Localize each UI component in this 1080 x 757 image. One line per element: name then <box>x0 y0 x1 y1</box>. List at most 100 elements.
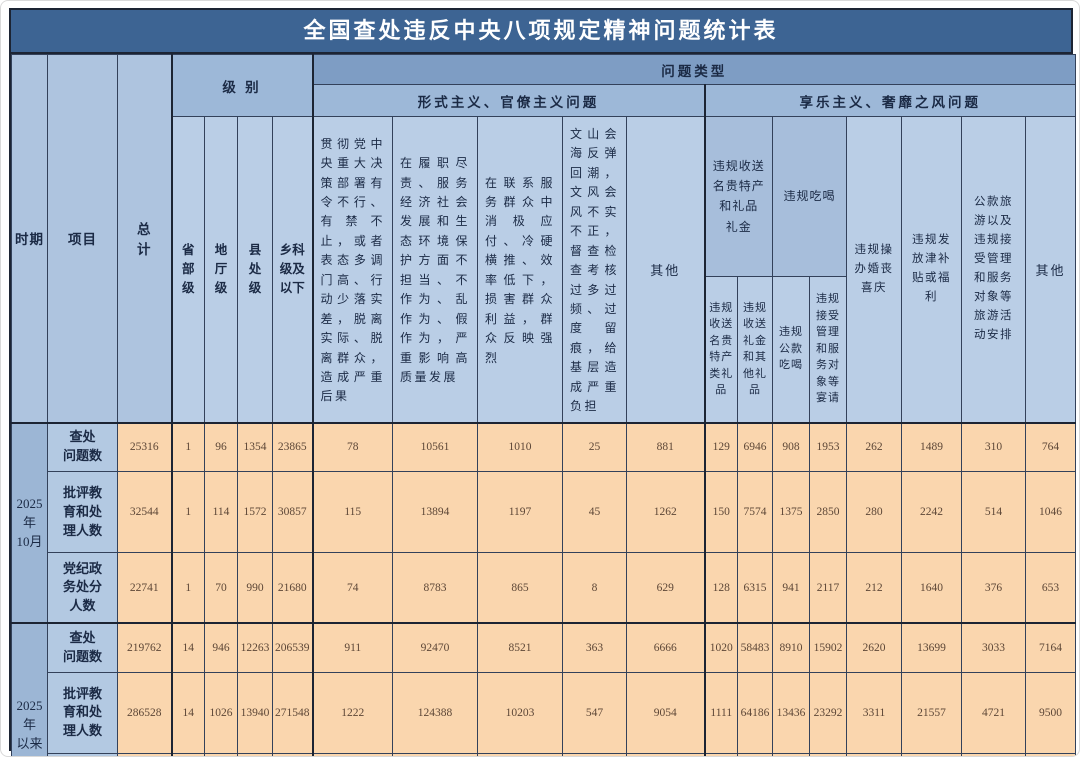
data-cell: 96 <box>204 421 238 472</box>
data-cell: 6022 <box>1025 753 1076 756</box>
data-cell: 64186 <box>737 671 773 755</box>
col-group-level: 级 别 <box>170 54 313 117</box>
data-cell: 941 <box>772 552 810 624</box>
data-cell: 752 <box>204 753 238 756</box>
col-group-dining: 违规吃喝 <box>772 116 847 277</box>
data-cell: 4721 <box>961 671 1026 755</box>
data-cell: 21557 <box>901 671 962 755</box>
data-cell: 1010 <box>477 421 563 472</box>
data-cell: 1375 <box>772 470 810 554</box>
data-cell: 13940 <box>237 671 273 755</box>
row-label: 党纪政 务处分 人数 <box>47 753 118 756</box>
table-row: 2025年 以来 查处 问题数 219762 14 946 12263 206539 911 9… <box>11 622 1076 756</box>
data-cell: 376 <box>961 552 1026 624</box>
data-cell: 108 <box>562 753 627 756</box>
data-cell: 1020 <box>703 622 738 673</box>
data-cell: 150 <box>703 470 738 554</box>
table-body: 2025年 10月 查处 问题数 25316 1 96 1354 23865 78 10561 1… <box>11 421 1076 756</box>
data-cell: 8910 <box>772 622 810 673</box>
data-cell: 78 <box>311 421 393 472</box>
data-cell: 25316 <box>117 421 172 472</box>
data-cell: 547 <box>562 671 627 755</box>
data-cell: 115 <box>311 470 393 554</box>
data-cell: 22741 <box>117 552 172 624</box>
data-cell: 129 <box>703 421 738 472</box>
data-cell: 1 <box>170 421 205 472</box>
data-cell: 9500 <box>1025 671 1076 755</box>
data-cell: 1489 <box>901 421 962 472</box>
data-cell: 45 <box>562 470 627 554</box>
data-cell: 12263 <box>237 622 273 673</box>
col-group-gifts: 违规收送 名贵特产 和礼品 礼金 <box>703 116 773 277</box>
data-cell: 23865 <box>272 421 313 472</box>
col-group-problem-type: 问题类型 <box>311 54 1076 85</box>
data-cell: 1953 <box>809 421 847 472</box>
data-cell: 363 <box>562 622 627 673</box>
table-row: 党纪政 务处分 人数 22741 1 70 990 21680 74 8783 865 8 629 1… <box>12 552 1076 624</box>
data-cell: 1 <box>170 552 205 624</box>
data-cell: 128 <box>703 552 738 624</box>
col-group-formalism-bureaucratism: 形式主义、官僚主义问题 <box>311 84 705 117</box>
data-cell: 946 <box>204 622 238 673</box>
data-cell: 14 <box>170 622 205 673</box>
row-label: 查处 问题数 <box>47 622 118 673</box>
data-cell: 4744 <box>626 753 705 756</box>
data-cell: 807 <box>311 753 393 756</box>
data-cell: 52416 <box>737 753 773 756</box>
col-header-total: 总 计 <box>117 53 172 424</box>
data-cell: 908 <box>772 421 810 472</box>
data-cell: 7574 <box>737 470 773 554</box>
data-cell: 23292 <box>809 671 847 755</box>
col-header-formalism-bureaucratic-meetings: 文山会海反弹回潮，文风会风不实不正，督查检查考核过多过频、过度留痕，给基层造成严… <box>562 115 627 424</box>
data-cell: 77784 <box>392 753 478 756</box>
data-cell: 124388 <box>392 671 478 755</box>
data-cell: 1111 <box>703 671 738 755</box>
data-cell: 70 <box>204 552 238 624</box>
data-cell: 1197 <box>477 470 563 554</box>
col-header-formalism-other: 其他 <box>626 115 705 424</box>
data-cell: 3327 <box>961 753 1026 756</box>
data-cell: 13436 <box>772 671 810 755</box>
page-title: 全国查处违反中央八项规定精神问题统计表 <box>11 10 1071 54</box>
period-label: 2025年 10月 <box>11 421 48 624</box>
row-label: 查处 问题数 <box>47 421 118 472</box>
col-header-allowance-welfare: 违规发 放津补 贴或福 利 <box>901 115 962 424</box>
col-header-province-level: 省 部 级 <box>170 115 205 424</box>
data-cell: 186233 <box>272 753 313 756</box>
data-cell: 212 <box>846 552 902 624</box>
data-cell: 58483 <box>737 622 773 673</box>
data-cell: 310 <box>961 421 1026 472</box>
table-row: 党纪政 务处分 人数196163117529167186233807777846… <box>12 753 1076 756</box>
data-cell: 6946 <box>737 421 773 472</box>
data-cell: 1572 <box>237 470 273 554</box>
col-header-public-travel: 公款旅 游以及 违规接 受管理 和服务 对象等 旅游活 动安排 <box>961 115 1026 424</box>
data-cell: 286528 <box>117 671 172 755</box>
data-cell: 8 <box>562 552 627 624</box>
data-cell: 6666 <box>626 622 705 673</box>
col-header-formalism-policy-implementation: 贯彻党中央重大决策部署有令不行、有禁不止，或者表态多调门高、行动少落实差，脱离实… <box>311 115 393 424</box>
col-header-formalism-serving-masses: 在联系服务群众中消极应付、冷硬横推、效率低下，损害群众利益，群众反映强烈 <box>477 115 563 424</box>
data-cell: 1262 <box>626 470 705 554</box>
data-cell: 1026 <box>204 671 238 755</box>
data-cell: 15069 <box>901 753 962 756</box>
data-cell: 196163 <box>117 753 172 756</box>
data-cell: 1222 <box>311 671 393 755</box>
data-cell: 30857 <box>272 470 313 554</box>
data-cell: 6315 <box>737 552 773 624</box>
data-cell: 2242 <box>901 470 962 554</box>
data-cell: 8521 <box>477 622 563 673</box>
data-cell: 865 <box>477 552 563 624</box>
data-cell: 1354 <box>237 421 273 472</box>
table-row: 2025年 10月 查处 问题数 25316 1 96 1354 23865 78 10561 1… <box>11 421 1076 624</box>
table-frame: 全国查处违反中央八项规定精神问题统计表 时期 项目 总 计 级 别 问题类型 形… <box>9 8 1076 756</box>
col-header-item: 项目 <box>47 53 118 424</box>
col-header-prefecture-level: 地 厅 级 <box>204 115 238 424</box>
data-cell: 514 <box>961 470 1026 554</box>
col-header-period: 时期 <box>11 53 48 424</box>
data-cell: 629 <box>626 552 705 624</box>
data-cell: 3033 <box>961 622 1026 673</box>
col-header-county-level: 县 处 级 <box>237 115 273 424</box>
data-cell: 8783 <box>392 552 478 624</box>
col-header-wedding-funeral: 违规操 办婚丧 喜庆 <box>846 115 902 424</box>
